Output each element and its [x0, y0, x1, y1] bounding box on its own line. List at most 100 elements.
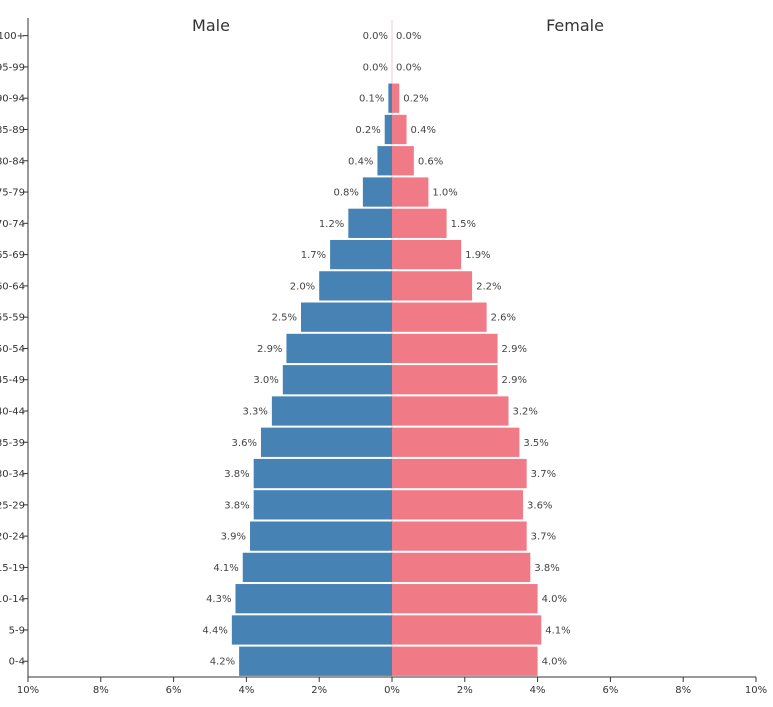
- bar-male-85-89: [384, 114, 392, 145]
- value-label-male-80-84: 0.4%: [348, 156, 373, 167]
- value-label-male-75-79: 0.8%: [333, 188, 358, 199]
- value-label-female-45-49: 2.9%: [502, 375, 527, 386]
- bar-male-0-4: [239, 646, 392, 676]
- value-label-male-100plus: 0.0%: [363, 31, 388, 42]
- value-label-female-60-64: 2.2%: [476, 281, 501, 292]
- bar-female-5-9: [392, 615, 542, 645]
- value-label-male-0-4: 4.2%: [210, 657, 235, 668]
- value-label-male-45-49: 3.0%: [253, 375, 278, 386]
- y-tick-label-60-64: 60-64: [0, 281, 25, 292]
- value-label-male-40-44: 3.3%: [242, 407, 267, 418]
- value-label-female-55-59: 2.6%: [491, 313, 516, 324]
- bar-female-55-59: [392, 302, 487, 332]
- bar-female-35-39: [392, 427, 520, 457]
- bar-female-0-4: [392, 646, 538, 676]
- value-label-male-65-69: 1.7%: [301, 250, 326, 261]
- y-tick-label-0-4: 0-4: [9, 657, 25, 668]
- value-label-female-20-24: 3.7%: [531, 532, 556, 543]
- value-label-male-70-74: 1.2%: [319, 219, 344, 230]
- bar-female-50-54: [392, 333, 498, 364]
- bar-female-75-79: [392, 177, 429, 207]
- y-tick-label-85-89: 85-89: [0, 125, 25, 136]
- value-label-female-40-44: 3.2%: [512, 407, 537, 418]
- bar-male-70-74: [348, 208, 392, 238]
- value-label-female-95-99: 0.0%: [396, 62, 421, 73]
- x-tick-label-4: 2%: [311, 685, 327, 696]
- x-tick-label-5: 0%: [384, 685, 400, 696]
- y-tick-label-100plus: 100+: [0, 31, 25, 42]
- bar-female-10-14: [392, 584, 538, 614]
- value-label-male-95-99: 0.0%: [363, 62, 388, 73]
- value-label-female-65-69: 1.9%: [465, 250, 490, 261]
- y-tick-label-40-44: 40-44: [0, 407, 25, 418]
- value-label-male-30-34: 3.8%: [224, 469, 249, 480]
- y-tick-label-75-79: 75-79: [0, 188, 25, 199]
- value-label-female-15-19: 3.8%: [534, 563, 559, 574]
- bar-male-45-49: [282, 365, 392, 395]
- bar-female-65-69: [392, 239, 462, 270]
- value-label-male-90-94: 0.1%: [359, 94, 384, 105]
- bar-female-90-94: [392, 83, 400, 113]
- value-label-male-85-89: 0.2%: [355, 125, 380, 136]
- bar-male-80-84: [377, 146, 392, 176]
- value-label-female-50-54: 2.9%: [502, 344, 527, 355]
- bar-male-20-24: [250, 521, 392, 551]
- value-label-female-70-74: 1.5%: [451, 219, 476, 230]
- y-tick-label-90-94: 90-94: [0, 94, 25, 105]
- x-tick-label-1: 8%: [93, 685, 109, 696]
- value-label-male-25-29: 3.8%: [224, 500, 249, 511]
- y-tick-label-55-59: 55-59: [0, 313, 25, 324]
- bar-male-15-19: [242, 552, 392, 583]
- bar-male-35-39: [260, 427, 392, 457]
- bar-female-45-49: [392, 365, 498, 395]
- value-label-female-90-94: 0.2%: [403, 94, 428, 105]
- bar-male-5-9: [231, 615, 392, 645]
- bar-male-55-59: [301, 302, 392, 332]
- bar-female-60-64: [392, 271, 473, 301]
- value-label-male-20-24: 3.9%: [221, 532, 246, 543]
- value-label-female-5-9: 4.1%: [545, 625, 570, 636]
- bar-female-70-74: [392, 208, 447, 238]
- y-tick-label-95-99: 95-99: [0, 62, 25, 73]
- y-tick-label-25-29: 25-29: [0, 500, 25, 511]
- bar-male-40-44: [271, 396, 392, 426]
- bar-male-50-54: [286, 333, 392, 364]
- y-tick-label-15-19: 15-19: [0, 563, 25, 574]
- bar-male-60-64: [319, 271, 392, 301]
- y-tick-label-70-74: 70-74: [0, 219, 25, 230]
- value-label-male-55-59: 2.5%: [272, 313, 297, 324]
- value-label-female-75-79: 1.0%: [432, 188, 457, 199]
- value-label-female-10-14: 4.0%: [542, 594, 567, 605]
- x-tick-label-6: 2%: [457, 685, 473, 696]
- bar-female-80-84: [392, 146, 414, 176]
- value-label-male-35-39: 3.6%: [232, 438, 257, 449]
- bar-female-30-34: [392, 458, 527, 489]
- bar-male-90-94: [388, 83, 392, 113]
- value-label-female-30-34: 3.7%: [531, 469, 556, 480]
- x-tick-label-2: 6%: [166, 685, 182, 696]
- x-tick-label-7: 4%: [530, 685, 546, 696]
- y-tick-label-20-24: 20-24: [0, 532, 25, 543]
- y-tick-label-45-49: 45-49: [0, 375, 25, 386]
- value-label-female-85-89: 0.4%: [411, 125, 436, 136]
- y-tick-label-50-54: 50-54: [0, 344, 25, 355]
- value-label-female-0-4: 4.0%: [542, 657, 567, 668]
- bar-female-15-19: [392, 552, 531, 583]
- x-tick-label-3: 4%: [238, 685, 254, 696]
- bar-male-10-14: [235, 584, 392, 614]
- bar-male-75-79: [362, 177, 392, 207]
- bar-male-65-69: [330, 239, 392, 270]
- y-tick-label-35-39: 35-39: [0, 438, 25, 449]
- y-tick-label-5-9: 5-9: [9, 625, 25, 636]
- value-label-female-100plus: 0.0%: [396, 31, 421, 42]
- value-label-female-80-84: 0.6%: [418, 156, 443, 167]
- value-label-male-10-14: 4.3%: [206, 594, 231, 605]
- value-label-female-25-29: 3.6%: [527, 500, 552, 511]
- x-tick-label-10: 10%: [745, 685, 767, 696]
- bar-female-40-44: [392, 396, 509, 426]
- bar-male-30-34: [253, 458, 392, 489]
- bar-female-85-89: [392, 114, 407, 145]
- y-tick-label-30-34: 30-34: [0, 469, 25, 480]
- value-label-male-50-54: 2.9%: [257, 344, 282, 355]
